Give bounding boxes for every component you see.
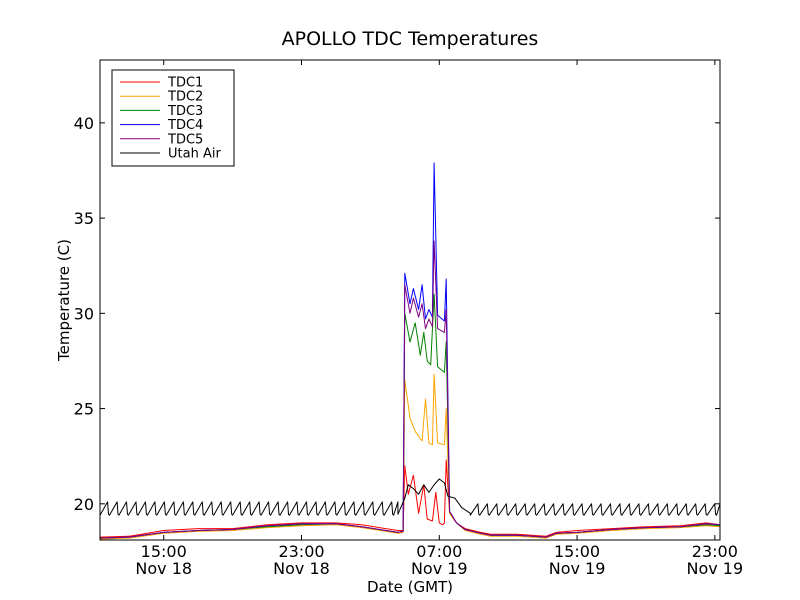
x-tick-time-label: 23:00 (278, 542, 324, 561)
legend-label: TDC3 (167, 104, 203, 119)
series-line-tdc5 (100, 240, 720, 539)
plot-frame (99, 59, 721, 541)
x-tick-date-label: Nov 19 (411, 559, 468, 578)
x-tick-time-label: 15:00 (554, 542, 600, 561)
y-tick-label: 35 (74, 209, 94, 228)
x-tick-date-label: Nov 18 (273, 559, 330, 578)
legend-label: TDC4 (167, 118, 203, 133)
legend-label: TDC2 (167, 90, 203, 105)
chart-title: APOLLO TDC Temperatures (282, 28, 539, 50)
x-tick-time-label: 15:00 (141, 542, 187, 561)
series-line-tdc1 (100, 459, 720, 538)
x-tick-date-label: Nov 19 (686, 559, 743, 578)
plot-area (99, 59, 721, 541)
y-tick-label: 25 (74, 400, 94, 419)
series-line-utah-air (100, 478, 720, 516)
legend-label: Utah Air (168, 147, 221, 162)
series-group (100, 162, 720, 540)
x-tick-date-label: Nov 19 (549, 559, 606, 578)
x-axis-label: Date (GMT) (367, 578, 453, 596)
y-axis: 20 25 30 35 40 (74, 114, 720, 514)
legend-label: TDC5 (167, 132, 203, 147)
y-tick-label: 40 (74, 114, 94, 133)
x-tick-time-label: 23:00 (692, 542, 738, 561)
legend-label: TDC1 (167, 76, 203, 91)
x-tick-date-label: Nov 18 (135, 559, 192, 578)
y-axis-label: Temperature (C) (55, 239, 73, 362)
y-tick-label: 20 (74, 495, 94, 514)
legend-box (111, 69, 235, 167)
x-tick-time-label: 07:00 (416, 542, 462, 561)
series-line-tdc2 (100, 373, 720, 540)
y-tick-label: 30 (74, 304, 94, 323)
